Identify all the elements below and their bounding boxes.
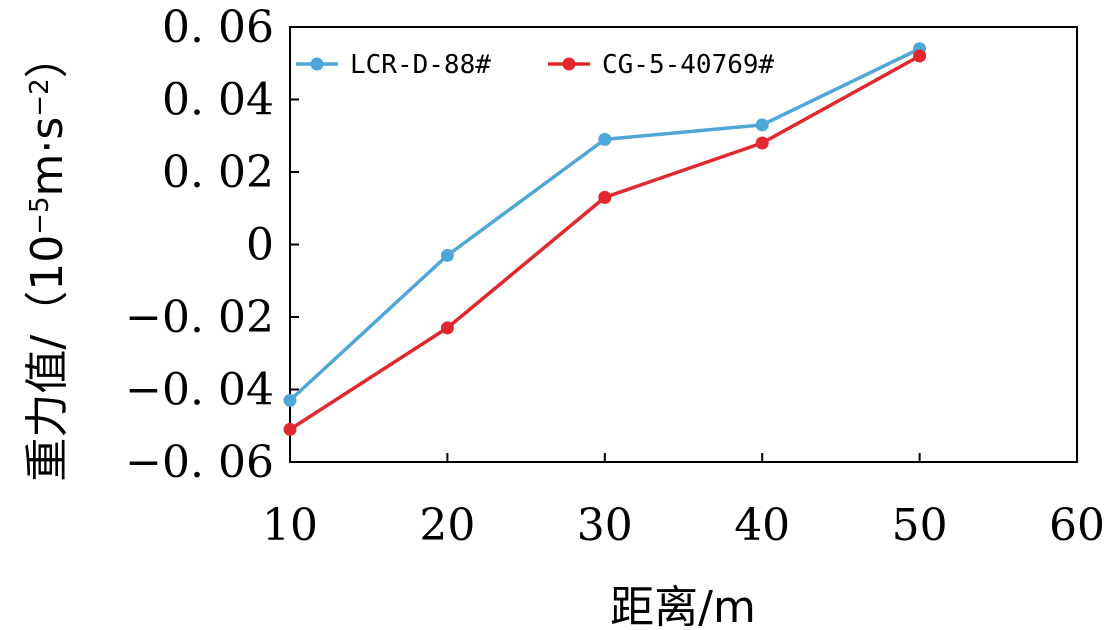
data-point [283,393,297,407]
legend-marker-2 [562,57,576,71]
data-point [440,321,454,335]
series-line-2 [289,54,921,431]
x-axis-title: 距离/m [610,582,756,630]
data-point [755,136,769,150]
y-tick-label: −0. 06 [125,437,274,488]
x-tick-label: 50 [892,500,948,551]
legend-label-1: LCR-D-88# [350,50,491,80]
y-axis-title: 重力值/（10−5m·s−2） [22,34,73,481]
y-axis-title-main: 重力值/（10 [22,235,73,482]
legend-label-2: CG-5-40769# [602,50,775,80]
x-tick-label: 10 [262,500,318,551]
x-tick-label: 40 [734,500,790,551]
y-axis-title-exponent-2: −2 [25,78,55,116]
x-tick-label: 60 [1049,500,1104,551]
data-point [755,118,769,132]
data-point [913,49,927,63]
y-tick-label: 0 [246,220,274,271]
y-tick-label: 0. 04 [162,75,274,126]
y-tick-label: −0. 04 [125,365,274,416]
data-point [440,248,454,262]
series-line-1 [288,47,921,402]
y-axis-title-exponent-1: −5 [25,196,55,234]
x-tick-label: 20 [419,500,475,551]
data-point [283,422,297,436]
data-point [598,132,612,146]
data-point [598,190,612,204]
x-tick-label: 30 [577,500,633,551]
y-tick-label: 0. 02 [162,147,274,198]
y-tick-label: 0. 06 [162,2,274,53]
legend-marker-1 [310,57,324,71]
plot-area: 0. 06 0. 04 0. 02 0 −0. 02 −0. 04 −0. 06 10 20 30… [125,2,1104,551]
y-axis-title-end: ） [22,34,73,78]
plot-frame [289,26,1078,463]
svg-text:重力值/（10−5m·s−2）: 重力值/（10−5m·s−2） [22,34,73,481]
y-tick-label: −0. 02 [125,292,274,343]
y-axis-title-mid: m·s [22,117,73,197]
